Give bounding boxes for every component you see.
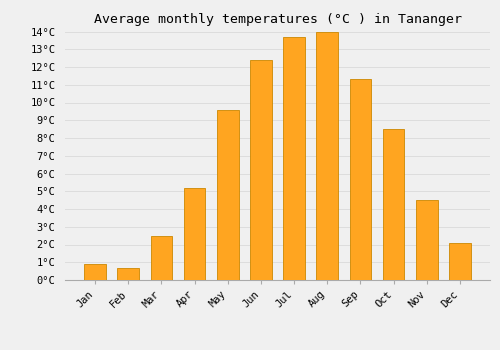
Bar [118, 267, 139, 280]
Bar [383, 129, 404, 280]
Bar [416, 200, 438, 280]
Bar [84, 264, 106, 280]
Bar [217, 110, 238, 280]
Bar [250, 60, 272, 280]
Bar [316, 32, 338, 280]
Bar [350, 79, 371, 280]
Bar [449, 243, 470, 280]
Title: Average monthly temperatures (°C ) in Tananger: Average monthly temperatures (°C ) in Ta… [94, 13, 462, 26]
Bar [184, 188, 206, 280]
Bar [284, 37, 305, 280]
Bar [150, 236, 172, 280]
